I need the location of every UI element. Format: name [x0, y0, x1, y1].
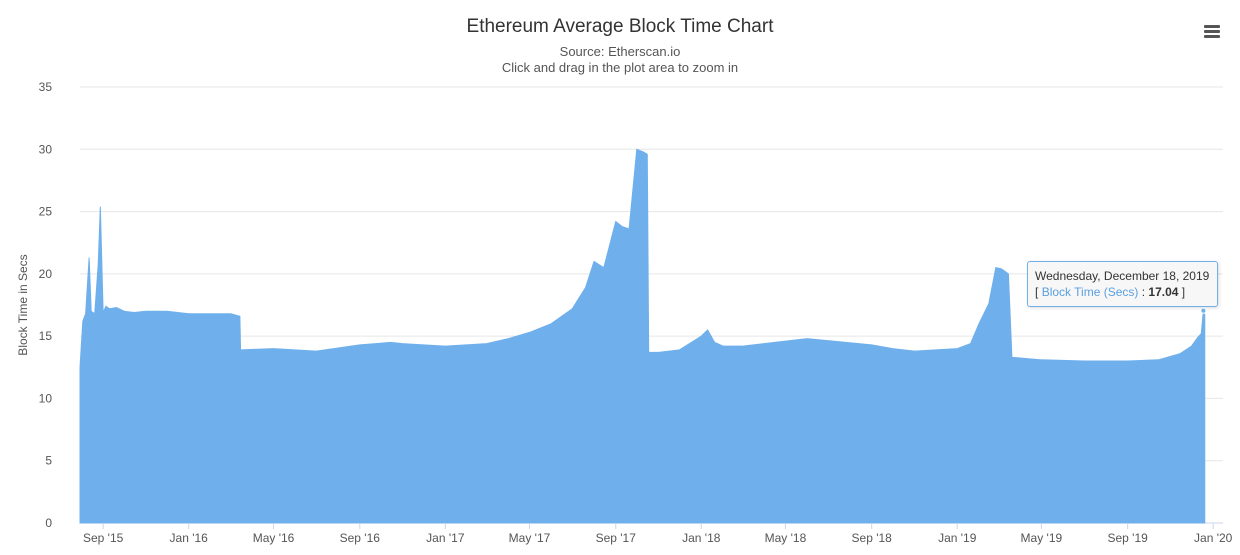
x-tick-label: Sep '15 [83, 531, 124, 545]
series-layer [79, 148, 1207, 524]
y-axis-title: Block Time in Secs [16, 254, 30, 355]
x-tick-label: May '17 [509, 531, 551, 545]
tooltip-value: 17.04 [1148, 285, 1179, 299]
x-axis-ticks: Sep '15 Jan '16 May '16 Sep '16 Jan '17 May '… [83, 523, 1233, 545]
menu-line [1204, 30, 1220, 33]
y-tick-label: 5 [45, 454, 52, 468]
x-tick-label: Jan '18 [682, 531, 721, 545]
x-tick-label: Jan '20 [1194, 531, 1233, 545]
x-tick-label: May '19 [1021, 531, 1063, 545]
x-tick-label: May '18 [765, 531, 807, 545]
y-tick-label: 20 [39, 267, 53, 281]
x-tick-label: Sep '16 [340, 531, 381, 545]
menu-line [1204, 25, 1220, 28]
tooltip-separator: : [1138, 285, 1149, 299]
y-tick-label: 10 [39, 391, 53, 405]
menu-line [1204, 35, 1220, 38]
tooltip-open-bracket: [ [1035, 285, 1039, 299]
x-tick-label: Sep '17 [596, 531, 637, 545]
chart-subtitle-hint: Click and drag in the plot area to zoom … [501, 60, 739, 75]
hamburger-menu-icon[interactable] [1198, 20, 1226, 44]
y-tick-label: 35 [39, 80, 53, 94]
tooltip-close-bracket: ] [1181, 285, 1186, 299]
tooltip: Wednesday, December 18, 2019 [ Block Tim… [1027, 261, 1218, 307]
tooltip-date: Wednesday, December 18, 2019 [1035, 269, 1210, 283]
y-tick-label: 25 [39, 205, 53, 219]
hover-point-marker [1200, 307, 1207, 314]
chart-title: Ethereum Average Block Time Chart [466, 16, 774, 37]
x-tick-label: Sep '19 [1107, 531, 1148, 545]
x-tick-label: May '16 [253, 531, 295, 545]
series-area [79, 148, 1206, 524]
y-tick-label: 15 [39, 329, 53, 343]
x-tick-label: Jan '19 [938, 531, 977, 545]
tooltip-series-name: Block Time (Secs) [1041, 285, 1139, 299]
chart-subtitle-source: Source: Etherscan.io [559, 44, 681, 59]
x-tick-label: Jan '16 [170, 531, 209, 545]
y-axis-ticks: 0 5 10 15 20 25 30 35 [39, 80, 53, 530]
tooltip-line: [ Block Time (Secs) : 17.04 ] [1035, 284, 1211, 300]
x-tick-label: Sep '18 [852, 531, 893, 545]
y-tick-label: 30 [39, 142, 53, 156]
y-tick-label: 0 [45, 516, 52, 530]
x-tick-label: Jan '17 [426, 531, 465, 545]
